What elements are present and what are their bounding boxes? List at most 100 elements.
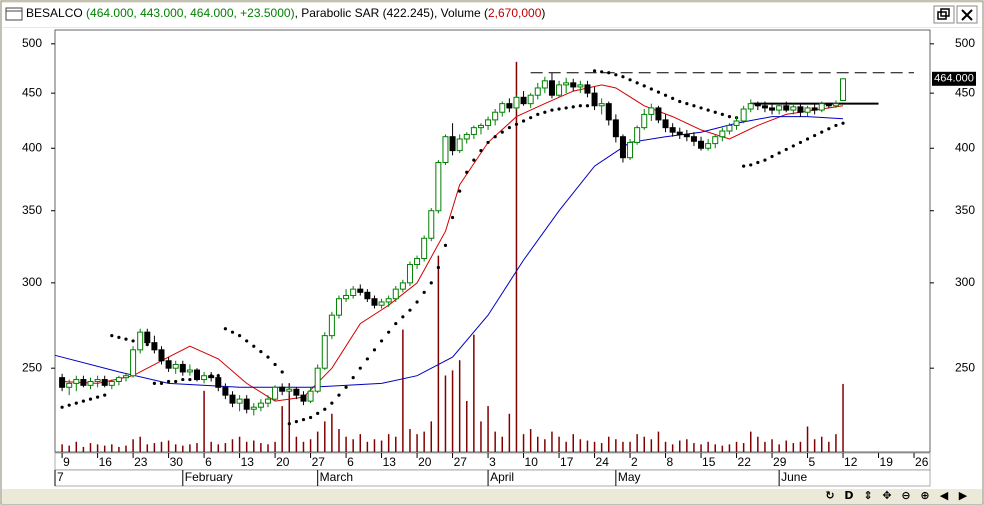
candle-body: [840, 78, 847, 101]
sar-dot: [798, 140, 803, 145]
candle-body: [87, 380, 94, 386]
candle-body: [769, 107, 776, 111]
y-tick-label: 300: [22, 275, 42, 289]
month-label: 7: [57, 470, 64, 484]
candle-body: [719, 130, 726, 138]
candle-body: [747, 103, 754, 110]
toolbar-button[interactable]: ↻: [825, 489, 834, 502]
sar-dot: [727, 114, 732, 119]
sar-dot: [188, 377, 192, 382]
candle-body: [797, 106, 804, 113]
candle-body: [385, 298, 392, 303]
x-tick-label: 20: [418, 455, 432, 469]
sar-dot: [131, 339, 135, 343]
sar-dot: [181, 377, 185, 382]
candle-body: [399, 282, 406, 290]
title-icon: [5, 7, 23, 21]
sar-dot: [337, 393, 341, 397]
sar-dot: [67, 403, 71, 407]
sar-dot: [81, 399, 85, 403]
sar-dot: [742, 164, 746, 168]
last-price-tag: [932, 71, 976, 86]
toolbar-button[interactable]: ⇕: [863, 489, 872, 502]
sar-dot: [110, 334, 114, 338]
close-button[interactable]: [956, 5, 978, 24]
y2-tick-label: 350: [955, 203, 975, 217]
sar-dot: [486, 140, 490, 145]
candle-body: [577, 84, 584, 88]
toolbar-button[interactable]: ✥: [882, 489, 891, 502]
candle-body: [435, 162, 442, 212]
sar-dot: [351, 376, 355, 380]
candle-body: [584, 84, 591, 94]
candle-body: [314, 367, 321, 392]
toolbar-button[interactable]: ◀: [940, 489, 949, 502]
x-tick-label: 27: [454, 455, 468, 469]
candle-body: [307, 390, 314, 402]
toolbar-button[interactable]: D: [844, 489, 853, 502]
sar-dot: [656, 90, 661, 94]
plot-area: [54, 29, 931, 453]
sar-dot: [273, 362, 277, 367]
x-tick-label: 30: [170, 455, 184, 469]
candle-body: [172, 363, 179, 369]
candle-body: [215, 377, 222, 388]
candle-body: [470, 127, 477, 135]
candle-body: [343, 295, 350, 300]
x-tick-label: 19: [880, 455, 894, 469]
sar-dot: [628, 78, 632, 82]
candle-body: [66, 382, 73, 388]
sar-dot: [820, 130, 824, 134]
sar-dot: [500, 130, 504, 134]
x-tick-label: 10: [525, 455, 539, 469]
candle-body: [186, 369, 193, 373]
candle-body: [328, 314, 335, 337]
sar-dot: [585, 104, 590, 108]
sar-dot: [763, 158, 767, 162]
sar-dot: [813, 133, 817, 138]
x-tick-label: 13: [383, 455, 397, 469]
sar-dot: [521, 119, 526, 123]
candle-body: [570, 82, 577, 88]
candle-body: [130, 349, 137, 377]
toolbar-button[interactable]: ▶: [959, 489, 968, 502]
sar-dot: [365, 357, 369, 361]
sar-dot: [791, 144, 795, 148]
sar-dot: [152, 381, 156, 385]
candle-body: [832, 103, 839, 107]
toolbar-button[interactable]: ⊕: [920, 489, 929, 502]
x-tick-label: 16: [99, 455, 113, 469]
sar-dot: [117, 335, 121, 339]
sar-dot: [259, 350, 263, 354]
candle-body: [811, 107, 818, 111]
sar-dot: [103, 393, 107, 397]
x-tick-label: 20: [276, 455, 290, 469]
x-tick-label: 2: [631, 455, 638, 469]
sar-dot: [841, 121, 845, 125]
sar-dot: [756, 160, 760, 165]
sar-dot: [74, 401, 78, 405]
candle-body: [293, 388, 300, 396]
sar-dot: [834, 123, 838, 128]
x-tick-label: 29: [773, 455, 787, 469]
candle-body: [236, 398, 243, 404]
sar-dot: [692, 104, 696, 108]
toolbar-button[interactable]: ⊖: [901, 489, 910, 502]
y2-tick-label: 500: [955, 36, 975, 50]
candle-body: [619, 136, 626, 159]
candle-body: [556, 84, 563, 96]
sar-dot: [237, 334, 242, 338]
candle-body: [563, 82, 570, 86]
candle-body: [527, 94, 534, 105]
title-close: ): [541, 6, 545, 20]
sar-dot: [678, 99, 682, 104]
candle-body: [761, 105, 768, 109]
sar-dot: [458, 189, 462, 193]
restore-button[interactable]: [933, 5, 955, 24]
x-tick-label: 9: [63, 455, 70, 469]
sar-dot: [287, 422, 291, 426]
candle-body: [137, 331, 144, 351]
candle-body: [364, 291, 371, 300]
